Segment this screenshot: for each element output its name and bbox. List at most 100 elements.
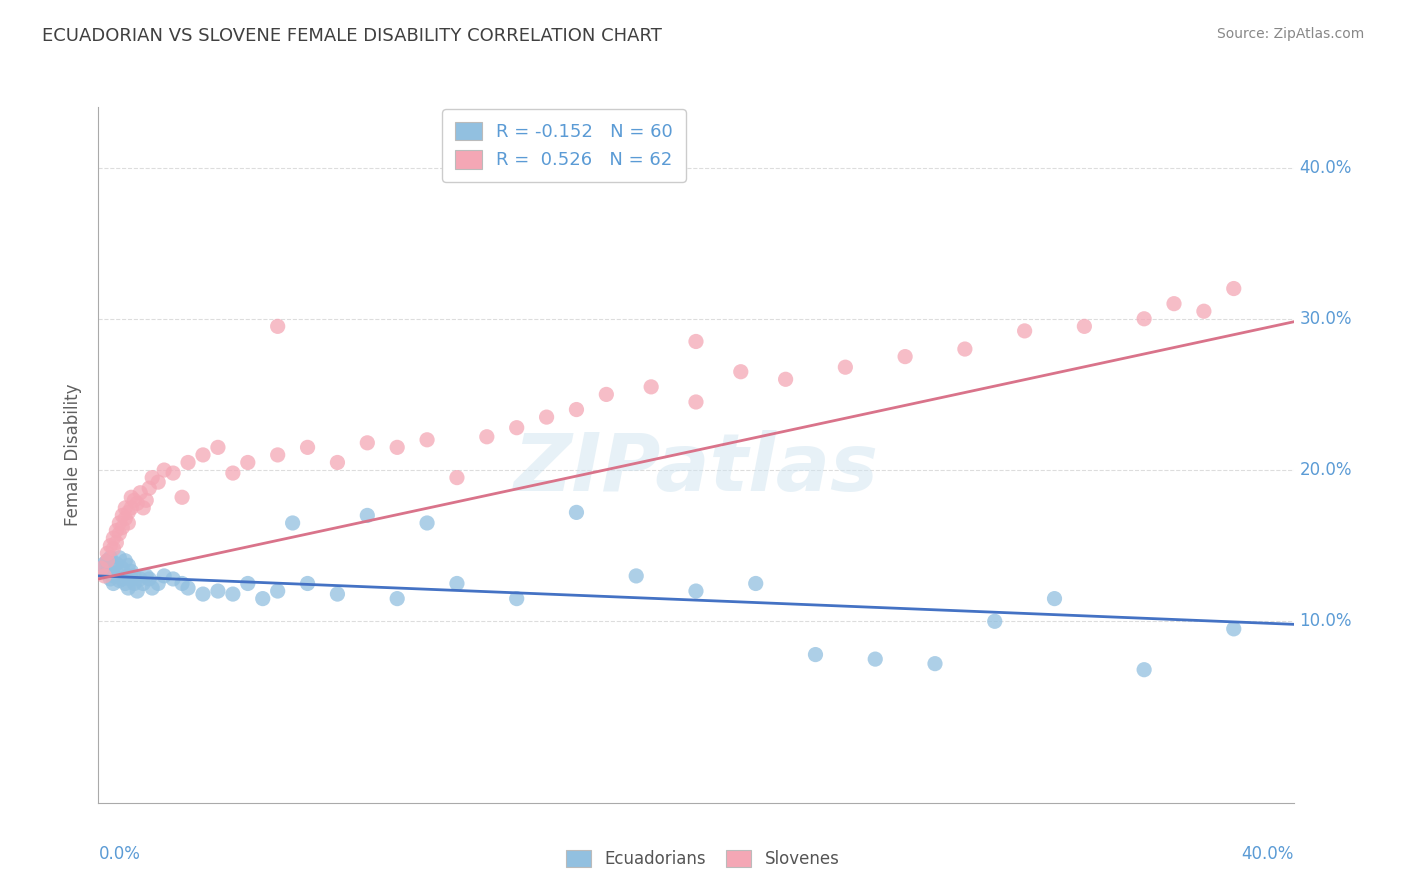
Text: ZIPatlas: ZIPatlas [513, 430, 879, 508]
Point [132, 500, 155, 515]
Point [222, 466, 245, 480]
Point [222, 587, 245, 601]
Point [745, 576, 768, 591]
Point [536, 410, 558, 425]
Point [103, 541, 125, 556]
Point [281, 516, 304, 530]
Point [326, 587, 349, 601]
Point [624, 569, 647, 583]
Point [1133, 311, 1156, 326]
Point [108, 526, 131, 541]
Text: 20.0%: 20.0% [1299, 461, 1353, 479]
Point [114, 500, 136, 515]
Point [1163, 296, 1185, 310]
Y-axis label: Female Disability: Female Disability [65, 384, 83, 526]
Point [894, 350, 917, 364]
Point [385, 591, 409, 606]
Point [356, 508, 378, 523]
Text: 40.0%: 40.0% [1241, 845, 1294, 863]
Point [98, 572, 122, 586]
Point [93, 569, 115, 583]
Point [117, 569, 139, 583]
Point [96, 546, 118, 560]
Text: 0.0%: 0.0% [98, 845, 141, 863]
Point [640, 380, 662, 394]
Point [124, 576, 146, 591]
Point [127, 496, 149, 510]
Point [98, 539, 122, 553]
Point [685, 584, 707, 599]
Point [132, 576, 155, 591]
Point [96, 554, 118, 568]
Point [120, 500, 142, 515]
Point [685, 334, 707, 349]
Point [153, 463, 176, 477]
Point [446, 470, 468, 484]
Point [96, 566, 118, 580]
Point [207, 441, 229, 455]
Point [475, 430, 498, 444]
Point [834, 360, 856, 375]
Point [105, 566, 128, 580]
Point [162, 466, 184, 480]
Point [924, 657, 946, 671]
Point [103, 569, 125, 583]
Point [236, 576, 259, 591]
Point [267, 584, 290, 599]
Point [446, 576, 468, 591]
Point [114, 554, 136, 568]
Point [416, 516, 439, 530]
Point [953, 342, 976, 356]
Point [117, 558, 139, 573]
Point [124, 493, 146, 508]
Point [565, 505, 588, 519]
Point [111, 572, 134, 586]
Point [114, 511, 136, 525]
Point [1223, 281, 1246, 295]
Point [804, 648, 827, 662]
Point [90, 561, 112, 575]
Point [177, 455, 200, 469]
Point [141, 581, 163, 595]
Point [105, 557, 128, 571]
Point [191, 587, 214, 601]
Point [108, 516, 131, 530]
Point [98, 550, 122, 565]
Point [267, 319, 290, 334]
Point [1043, 591, 1066, 606]
Point [129, 572, 152, 586]
Point [177, 581, 200, 595]
Point [236, 455, 259, 469]
Legend: R = -0.152   N = 60, R =  0.526   N = 62: R = -0.152 N = 60, R = 0.526 N = 62 [441, 109, 686, 182]
Point [103, 576, 125, 591]
Point [267, 448, 290, 462]
Point [172, 576, 194, 591]
Point [117, 516, 139, 530]
Point [138, 572, 160, 586]
Point [148, 475, 170, 490]
Point [1014, 324, 1036, 338]
Point [103, 559, 125, 574]
Point [135, 569, 157, 583]
Point [685, 395, 707, 409]
Point [153, 569, 176, 583]
Point [356, 435, 378, 450]
Point [111, 520, 134, 534]
Point [129, 485, 152, 500]
Point [117, 505, 139, 519]
Point [111, 561, 134, 575]
Text: 10.0%: 10.0% [1299, 612, 1353, 631]
Point [93, 557, 115, 571]
Point [172, 490, 194, 504]
Point [120, 572, 142, 586]
Point [297, 576, 319, 591]
Point [96, 554, 118, 568]
Point [108, 550, 131, 565]
Text: ECUADORIAN VS SLOVENE FEMALE DISABILITY CORRELATION CHART: ECUADORIAN VS SLOVENE FEMALE DISABILITY … [42, 27, 662, 45]
Point [90, 561, 112, 575]
Text: 40.0%: 40.0% [1299, 159, 1353, 177]
Point [120, 490, 142, 504]
Point [114, 576, 136, 591]
Point [105, 535, 128, 549]
Point [162, 572, 184, 586]
